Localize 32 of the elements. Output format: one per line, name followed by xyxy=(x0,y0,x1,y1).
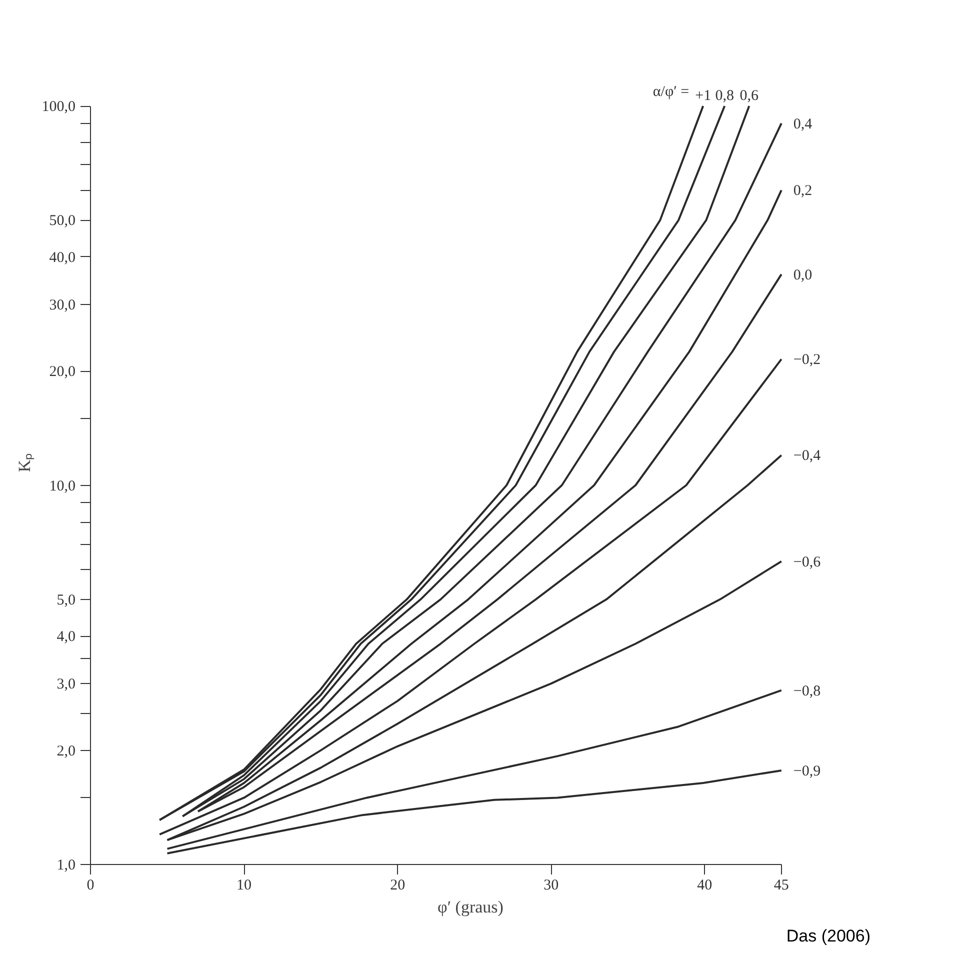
text: Das (2006) xyxy=(786,926,871,946)
legend-title: α/φ′ = xyxy=(652,84,690,100)
x-axis-title: φ′ (graus) xyxy=(438,898,504,916)
y-tick-label: 1,0 xyxy=(56,858,76,874)
series-label: 0,2 xyxy=(793,183,812,200)
y-axis-title: Kₚ xyxy=(14,452,35,472)
y-tick-label: 3,0 xyxy=(56,676,76,693)
series-label: −0,2 xyxy=(793,352,821,368)
x-tick-label: 40 xyxy=(697,878,712,894)
series-label: −0,4 xyxy=(793,448,822,464)
x-tick-label: 20 xyxy=(390,878,406,894)
series-label: 0,8 xyxy=(715,88,734,104)
y-tick-label: 10,0 xyxy=(49,478,76,494)
y-tick-label: 30,0 xyxy=(49,297,76,314)
series-label: −0,9 xyxy=(793,763,821,780)
x-tick-label: 45 xyxy=(774,878,789,894)
y-tick-label: 20,0 xyxy=(49,364,76,380)
series-label: 0,4 xyxy=(793,116,813,132)
y-tick-label: 4,0 xyxy=(56,629,76,646)
y-tick-label: 50,0 xyxy=(49,213,76,230)
series-label: +1 xyxy=(695,88,712,104)
series-label: 0,0 xyxy=(793,267,812,284)
series-label: 0,6 xyxy=(740,88,760,104)
y-tick-label: 2,0 xyxy=(56,743,76,760)
series-label: −0,8 xyxy=(793,683,821,700)
y-tick-label: 100,0 xyxy=(42,99,76,116)
y-tick-label: 40,0 xyxy=(49,250,76,266)
x-tick-label: 10 xyxy=(236,878,252,894)
x-tick-label: 0 xyxy=(86,878,94,894)
series-label: −0,6 xyxy=(793,554,822,570)
x-tick-label: 30 xyxy=(544,878,559,894)
y-tick-label: 5,0 xyxy=(56,592,76,608)
